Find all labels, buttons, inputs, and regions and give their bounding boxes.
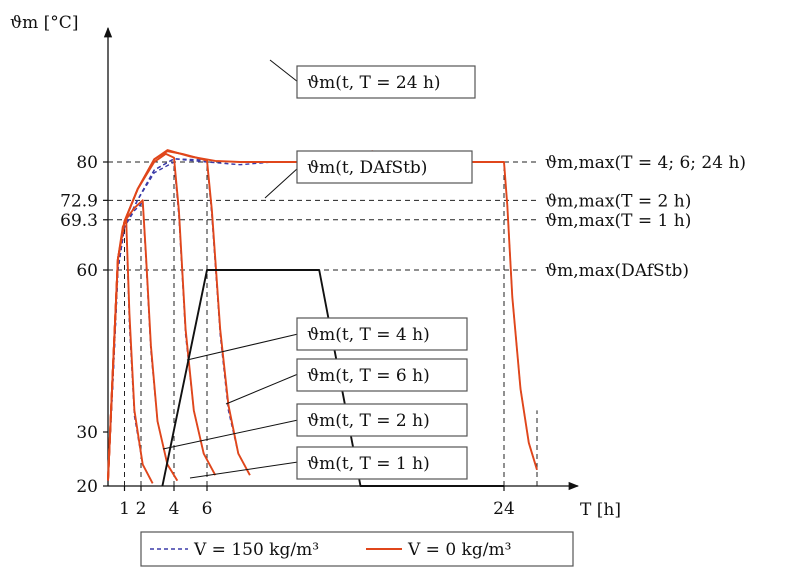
- series-line-v150: [107, 201, 178, 481]
- curve-label-box: [296, 65, 476, 99]
- x-tick-label: 6: [202, 499, 213, 519]
- curve-label: ϑm(t, T = 2 h): [307, 411, 430, 431]
- leader-line: [186, 333, 299, 361]
- curve-label-box: [296, 358, 468, 392]
- x-axis-label: T [h]: [580, 500, 621, 520]
- curve-labels: ϑm(t, T = 24 h) ϑm(t, DAfStb) ϑm(t, T = …: [162, 59, 476, 480]
- y-tick-label: 80: [76, 153, 98, 173]
- series-line-v0: [107, 199, 179, 482]
- y-tick-label: 72.9: [60, 191, 98, 211]
- curve-label-box: [296, 403, 468, 437]
- legend-box: [140, 531, 574, 567]
- reference-label: ϑm,max(T = 4; 6; 24 h): [545, 153, 746, 173]
- legend: V = 150 kg/m³ V = 0 kg/m³: [140, 531, 574, 567]
- curve-label: ϑm(t, DAfStb): [307, 158, 427, 178]
- leader-line: [189, 461, 299, 479]
- y-ticks: 20 30 60 69.372.9 80: [60, 153, 108, 497]
- curve-label-box: [296, 446, 468, 480]
- curve-label: ϑm(t, T = 1 h): [307, 454, 430, 474]
- leader-line: [162, 419, 299, 450]
- y-tick-label: 20: [76, 477, 98, 497]
- y-tick-label: 30: [76, 423, 98, 443]
- y-axis-label: ϑm [°C]: [10, 13, 78, 33]
- leader-line: [269, 59, 299, 83]
- leader-line: [225, 373, 299, 405]
- reference-label: ϑm,max(DAfStb): [545, 261, 689, 281]
- curve-label: ϑm(t, T = 4 h): [307, 325, 430, 345]
- curve-label-box: [296, 317, 468, 351]
- x-ticks: 1 2 4 6 24: [119, 486, 515, 519]
- x-tick-label: 2: [136, 499, 147, 519]
- legend-label: V = 150 kg/m³: [193, 540, 319, 560]
- curve-label: ϑm(t, T = 6 h): [307, 366, 430, 386]
- legend-label: V = 0 kg/m³: [407, 540, 511, 560]
- reference-label: ϑm,max(T = 2 h): [545, 191, 691, 211]
- reference-lines: ϑm,max(T = 4; 6; 24 h)ϑm,max(T = 2 h)ϑm,…: [108, 153, 746, 281]
- x-tick-label: 1: [119, 499, 130, 519]
- reference-label: ϑm,max(T = 1 h): [545, 211, 691, 231]
- y-tick-label: 69.3: [60, 211, 98, 231]
- x-tick-label: 4: [169, 499, 180, 519]
- curve-label-box: [296, 150, 473, 184]
- leader-line: [264, 167, 299, 199]
- x-tick-label: 24: [493, 499, 515, 519]
- curve-label: ϑm(t, T = 24 h): [307, 73, 441, 93]
- y-tick-label: 60: [76, 261, 98, 281]
- series-line-dafstb: [161, 269, 504, 487]
